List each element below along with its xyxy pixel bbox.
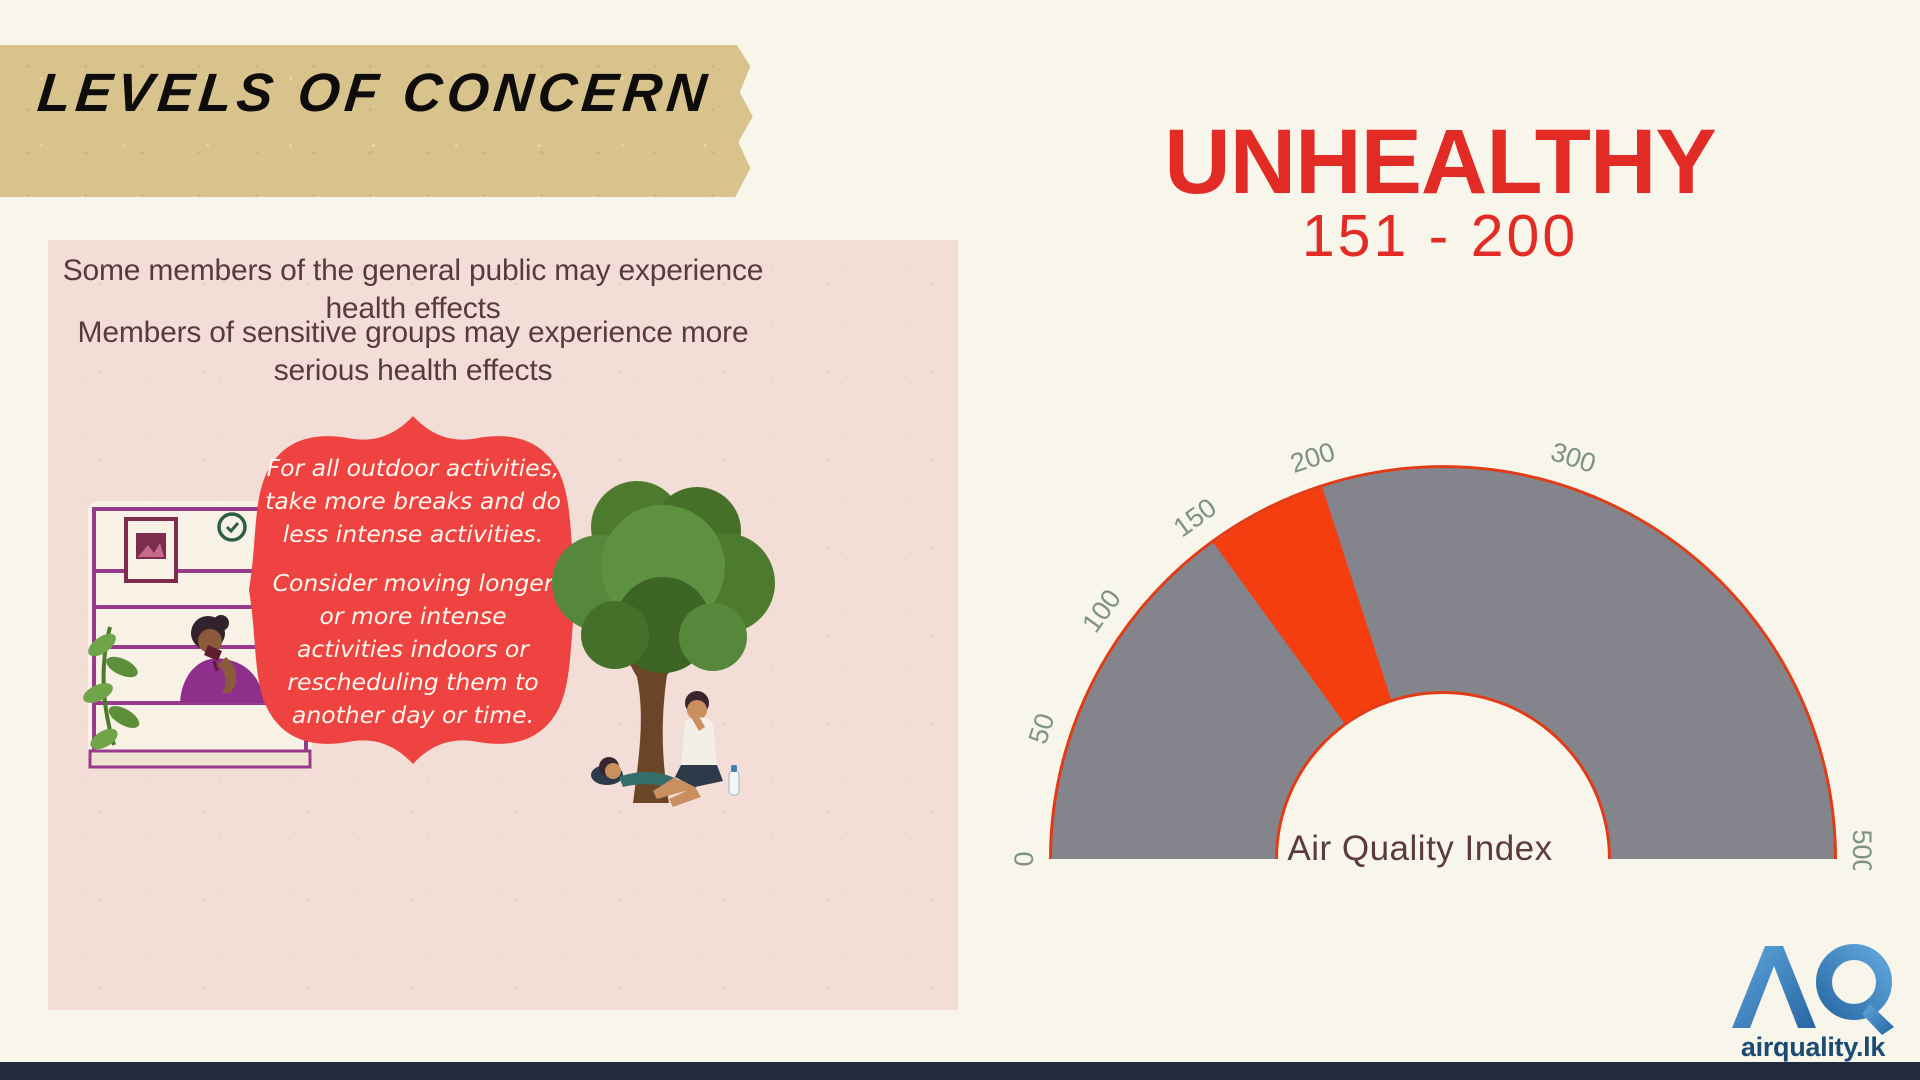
advice-badge: For all outdoor activities, take more br… bbox=[243, 410, 583, 770]
person-drinking-icon bbox=[180, 615, 264, 703]
tape-strip bbox=[0, 45, 753, 197]
gauge-tick-150: 150 bbox=[1168, 492, 1222, 543]
page-title: LEVELS OF CONCERN bbox=[34, 63, 715, 123]
advisory-panel: Some members of the general public may e… bbox=[48, 240, 958, 1010]
tree-scene-illustration bbox=[552, 481, 775, 807]
gauge-tick-50: 50 bbox=[1023, 710, 1061, 748]
brand-text: airquality.lk bbox=[1740, 1032, 1886, 1062]
gauge-tick-500: 500 bbox=[1847, 829, 1877, 870]
status-range: 151 - 200 bbox=[1301, 203, 1579, 269]
badge-seal-shape bbox=[249, 416, 577, 764]
badge-advice-2: Consider moving longer or more intense a… bbox=[272, 569, 554, 729]
footer-bar bbox=[0, 1062, 1920, 1080]
gauge-caption: Air Quality Index bbox=[1287, 829, 1552, 868]
aqi-gauge: 0 50 100 150 200 300 500 Air Quality Ind… bbox=[1009, 436, 1877, 870]
plant-icon bbox=[83, 626, 140, 750]
aq-logo-icon bbox=[1732, 944, 1894, 1035]
gauge-track bbox=[1052, 468, 1834, 859]
gauge-unhealthy-segment bbox=[1213, 487, 1392, 724]
gauge-tick-200: 200 bbox=[1287, 436, 1339, 478]
water-bottle-icon bbox=[728, 765, 740, 796]
gauge-tick-100: 100 bbox=[1076, 584, 1127, 638]
tree-icon bbox=[552, 481, 775, 803]
picture-frame-icon bbox=[124, 517, 178, 583]
gauge-tick-0: 0 bbox=[1009, 851, 1039, 866]
brand-logo: airquality.lk bbox=[1708, 940, 1918, 1070]
gauge-tick-300: 300 bbox=[1547, 436, 1599, 478]
person-sitting-icon bbox=[653, 691, 723, 807]
status-level: UNHEALTHY bbox=[1164, 111, 1717, 213]
window-sill bbox=[88, 749, 312, 769]
advisory-paragraph-sensitive-groups: Members of sensitive groups may experien… bbox=[77, 316, 749, 387]
advisory-paragraph-general-public: Some members of the general public may e… bbox=[62, 254, 764, 325]
clock-icon bbox=[217, 512, 247, 542]
badge-text: For all outdoor activities, take more br… bbox=[263, 452, 563, 748]
badge-advice-1: For all outdoor activities, take more br… bbox=[265, 454, 561, 548]
